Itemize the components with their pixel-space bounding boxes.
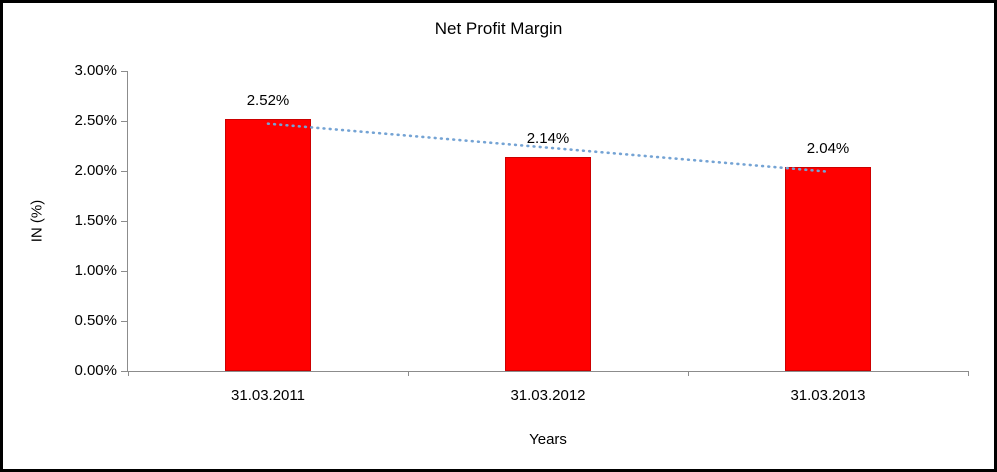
- x-tickmark: [408, 371, 409, 376]
- y-axis-line: [127, 71, 128, 372]
- y-tickmark: [121, 171, 127, 172]
- y-tickmark: [121, 121, 127, 122]
- chart-title: Net Profit Margin: [434, 19, 563, 38]
- x-tick-label: 31.03.2012: [510, 387, 586, 404]
- y-tick-label: 0.00%: [74, 362, 117, 379]
- bar: [505, 157, 591, 371]
- bar: [785, 167, 871, 371]
- y-tick-label: 3.00%: [74, 62, 117, 79]
- y-tick-label: 0.50%: [74, 312, 117, 329]
- y-tick-label: 1.50%: [74, 212, 117, 229]
- bar-value-label: 2.04%: [806, 140, 850, 157]
- y-tickmark: [121, 271, 127, 272]
- x-tickmark: [128, 371, 129, 376]
- y-tick-label: 2.00%: [74, 162, 117, 179]
- y-tickmark: [121, 321, 127, 322]
- x-axis-title: Years: [529, 431, 567, 448]
- x-tick-label: 31.03.2011: [231, 387, 305, 404]
- x-tickmark: [688, 371, 689, 376]
- x-tick-label: 31.03.2013: [790, 387, 866, 404]
- bar: [225, 119, 311, 371]
- x-axis-line: [127, 371, 968, 372]
- y-tickmark: [121, 371, 127, 372]
- y-tick-label: 2.50%: [74, 112, 117, 129]
- y-tick-label: 1.00%: [74, 262, 117, 279]
- x-tickmark: [968, 371, 969, 376]
- y-tickmark: [121, 71, 127, 72]
- bar-value-label: 2.14%: [526, 130, 570, 147]
- y-tickmark: [121, 221, 127, 222]
- bar-value-label: 2.52%: [246, 92, 290, 109]
